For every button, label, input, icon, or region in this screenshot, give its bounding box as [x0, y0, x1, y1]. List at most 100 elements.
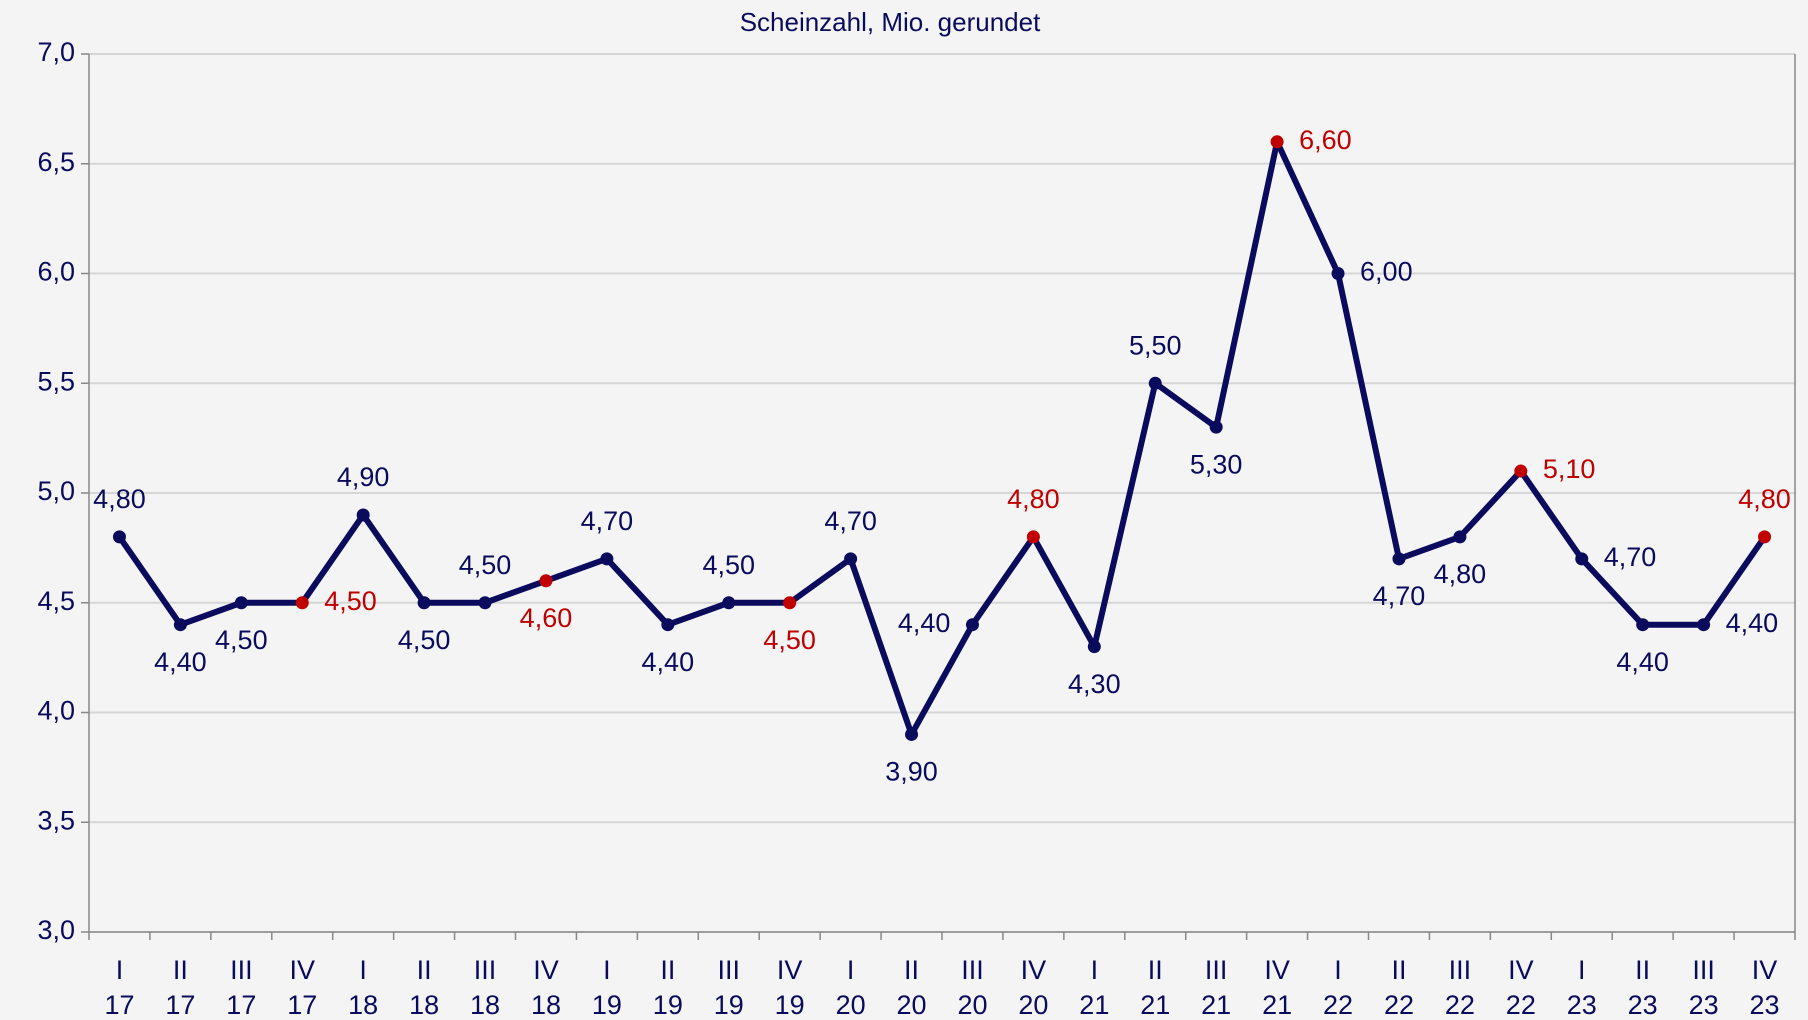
x-tick-label: III [1692, 955, 1715, 985]
point [1453, 530, 1467, 544]
data-label: 4,50 [324, 586, 377, 616]
line [116, 138, 1768, 738]
data-label: 4,80 [1434, 559, 1487, 589]
x-tick-label: I [1091, 955, 1099, 985]
x-tick-label: II [1148, 955, 1163, 985]
x-tick-label: 19 [592, 990, 622, 1020]
x-tick-label: 20 [897, 990, 927, 1020]
x-tick-label: 21 [1262, 990, 1292, 1020]
x-tick-label: IV [1508, 955, 1534, 985]
x-tick-label: 18 [409, 990, 439, 1020]
data-label: 4,40 [154, 647, 207, 677]
x-tick-label: I [116, 955, 124, 985]
y-tick-label: 6,5 [37, 147, 75, 177]
y-tick-label: 7,0 [37, 37, 75, 67]
x-tick-label: II [1635, 955, 1650, 985]
point [1392, 552, 1406, 566]
point [173, 618, 187, 632]
data-label: 4,50 [398, 625, 451, 655]
x-tick-label: 19 [714, 990, 744, 1020]
point [1026, 530, 1040, 544]
data-label: 4,70 [1604, 542, 1657, 572]
point [600, 552, 614, 566]
x-tick-label: III [961, 955, 984, 985]
x-tick-label: IV [1264, 955, 1290, 985]
x-tick-label: IV [777, 955, 803, 985]
data-label: 4,80 [1007, 484, 1060, 514]
x-tick-label: II [417, 955, 432, 985]
point [539, 574, 553, 588]
chart-title: Scheinzahl, Mio. gerundet [740, 7, 1041, 37]
x-tick-label: IV [1021, 955, 1047, 985]
x-tick-label: 21 [1079, 990, 1109, 1020]
point [1087, 640, 1101, 654]
x-tick-label: II [173, 955, 188, 985]
point [1331, 267, 1345, 280]
data-label: 4,40 [898, 608, 951, 638]
y-tick-label: 5,5 [37, 366, 75, 396]
x-tick-label: 19 [775, 990, 805, 1020]
data-label: 4,50 [702, 550, 755, 580]
x-tick-label: IV [1752, 955, 1778, 985]
data-label: 5,50 [1129, 330, 1182, 360]
x-tick-label: III [717, 955, 740, 985]
x-tick-label: 18 [531, 990, 561, 1020]
data-label: 4,40 [642, 647, 695, 677]
x-tick-label: 23 [1689, 990, 1719, 1020]
x-tick-label: II [660, 955, 675, 985]
point [417, 596, 431, 610]
x-tick-label: II [1391, 955, 1406, 985]
x-tick-label: IV [289, 955, 315, 985]
x-tick-label: 20 [957, 990, 987, 1020]
point [1697, 618, 1711, 632]
point [478, 596, 492, 610]
x-tick-label: 17 [226, 990, 256, 1020]
point [1514, 464, 1528, 478]
data-label: 4,70 [824, 506, 877, 536]
x-tick-label: 19 [653, 990, 683, 1020]
point [1270, 135, 1284, 149]
x-tick-label: 18 [348, 990, 378, 1020]
data-label: 6,60 [1299, 125, 1352, 155]
data-label: 4,40 [1616, 647, 1669, 677]
data-label: 4,50 [763, 625, 816, 655]
y-tick-label: 3,0 [37, 915, 75, 945]
data-label: 4,60 [520, 603, 573, 633]
x-tick-label: I [847, 955, 855, 985]
data-label: 4,40 [1726, 608, 1779, 638]
data-label: 4,90 [337, 462, 390, 492]
x-tick-label: III [474, 955, 497, 985]
data-label: 4,50 [459, 550, 512, 580]
point [661, 618, 675, 632]
x-tick-label: I [1578, 955, 1586, 985]
x-tick-label: 22 [1323, 990, 1353, 1020]
point [905, 727, 919, 741]
x-tick-label: 17 [165, 990, 195, 1020]
x-tick-label: 20 [1018, 990, 1048, 1020]
point [783, 596, 797, 610]
data-label: 4,30 [1068, 669, 1121, 699]
point [965, 618, 979, 632]
data-label: 4,80 [93, 484, 146, 514]
point [722, 596, 736, 610]
point [112, 530, 126, 544]
x-tick-label: 22 [1506, 990, 1536, 1020]
x-tick-label: I [603, 955, 611, 985]
x-tick-label: 23 [1567, 990, 1597, 1020]
x-tick-label: III [1449, 955, 1472, 985]
x-tick-label: 23 [1628, 990, 1658, 1020]
x-tick-label: II [904, 955, 919, 985]
x-tick-label: 18 [470, 990, 500, 1020]
point [1575, 552, 1589, 566]
y-tick-label: 4,5 [37, 586, 75, 616]
x-tick-label: 17 [104, 990, 134, 1020]
data-label: 4,70 [581, 506, 634, 536]
data-label: 5,10 [1543, 454, 1596, 484]
point [295, 596, 309, 610]
point [1636, 618, 1650, 632]
x-tick-label: 22 [1384, 990, 1414, 1020]
x-tick-label: 21 [1140, 990, 1170, 1020]
x-tick-label: IV [533, 955, 559, 985]
point [1148, 376, 1162, 390]
